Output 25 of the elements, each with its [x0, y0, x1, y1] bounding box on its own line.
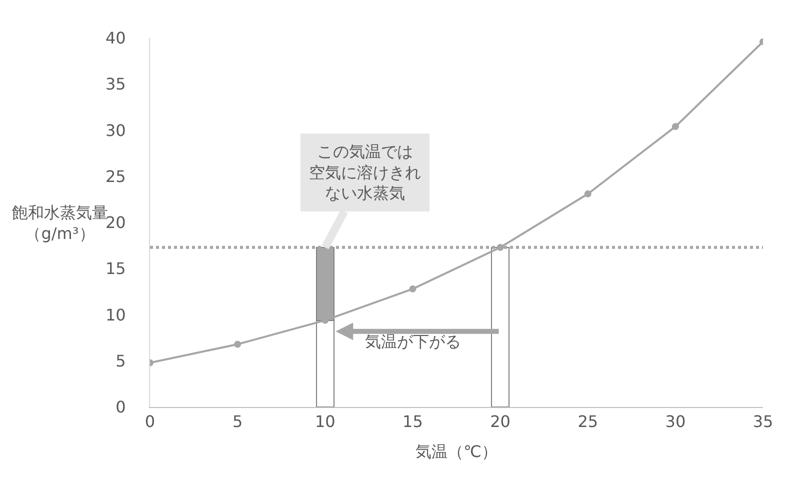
x-tick-label: 20 [490, 412, 510, 432]
x-tick-label: 25 [578, 412, 598, 432]
y-tick-label: 25 [105, 166, 126, 186]
point [234, 340, 242, 348]
x-tick-label: 0 [144, 412, 156, 432]
x-axis-title: 気温（℃） [416, 442, 498, 461]
x-tick-label: 10 [314, 412, 336, 432]
annotation: この気温では空気に溶けきれない水蒸気 [309, 142, 421, 203]
y-tick-label: 0 [116, 398, 126, 417]
x-tick-label: 15 [402, 412, 423, 432]
x-tick-label: 5 [232, 412, 243, 432]
y-tick-label: 5 [116, 351, 126, 370]
x-tick-label: 30 [665, 412, 686, 432]
y-tick-label: 15 [105, 259, 126, 278]
point [409, 285, 416, 292]
annotation: 気温が下がる [365, 332, 461, 351]
point [672, 123, 679, 130]
y-tick-label: 20 [105, 213, 126, 232]
y-tick-label: 40 [105, 28, 126, 48]
x-tick-label: 35 [752, 412, 774, 432]
y-tick-label: 10 [105, 305, 126, 324]
y-axis-title: 飽和水蒸気量（g/m³） [12, 203, 108, 243]
y-tick-label: 30 [105, 120, 126, 140]
y-tick-label: 35 [105, 74, 126, 94]
point [584, 190, 592, 198]
